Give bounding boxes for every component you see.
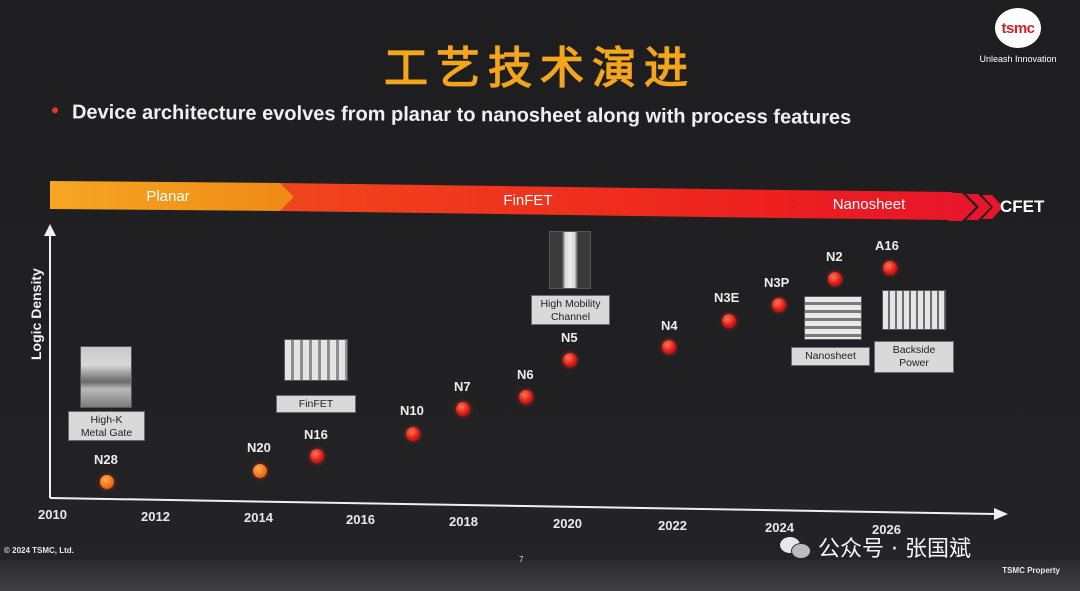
tsmc-logo: tsmc Unleash Innovation [970, 8, 1066, 70]
property-text: TSMC Property [1002, 566, 1060, 575]
nanosheet-image [804, 296, 862, 340]
node-label-n5: N5 [561, 330, 578, 345]
node-dot-n10 [406, 427, 420, 441]
feature-high-k-metal-gate: High-K Metal Gate [68, 411, 145, 441]
year-tick-2020: 2020 [553, 516, 582, 531]
bottom-strip [0, 560, 1080, 591]
node-label-n4: N4 [661, 318, 678, 333]
slide-title: 工艺技术演进 [384, 43, 696, 94]
year-tick-2024: 2024 [765, 520, 794, 535]
node-dot-n28 [100, 475, 114, 489]
feature-high-mobility-channel: High Mobility Channel [531, 295, 610, 325]
node-label-n10: N10 [400, 403, 424, 418]
chevron-3 [982, 195, 1003, 219]
chevron-2 [966, 194, 991, 220]
feature-nanosheet: Nanosheet [791, 347, 870, 366]
year-tick-2010: 2010 [38, 507, 67, 522]
node-label-n3p: N3P [764, 275, 790, 290]
year-tick-2022: 2022 [658, 518, 687, 533]
feature-line: Channel [550, 311, 591, 323]
feature-line: High Mobility [540, 298, 601, 310]
finfet-label: FinFET [503, 192, 553, 209]
finfet-arrow [280, 183, 797, 218]
x-axis [49, 497, 997, 515]
node-dot-n4 [662, 340, 676, 354]
node-label-n2: N2 [826, 249, 843, 264]
chevron-1 [948, 193, 976, 221]
feature-line: High-K [90, 414, 123, 426]
x-axis-arrow [994, 508, 1008, 520]
y-axis-arrow [44, 224, 56, 236]
wechat-icon [780, 535, 811, 559]
node-label-n28: N28 [94, 452, 118, 467]
year-tick-2012: 2012 [141, 509, 170, 524]
node-dot-n3e [722, 314, 736, 328]
node-label-a16: A16 [875, 238, 899, 253]
logo-badge: tsmc [995, 8, 1041, 48]
logo-tagline: Unleash Innovation [979, 54, 1057, 64]
node-dot-n2 [828, 272, 842, 286]
high-mobility-channel-image [549, 231, 591, 289]
wechat-watermark: 公众号 · 张国斌 [780, 530, 971, 564]
nanosheet-arrow [783, 190, 966, 220]
logo-text: tsmc [1001, 20, 1035, 37]
node-dot-n16 [310, 449, 324, 463]
feature-backside-power: Backside Power [874, 341, 954, 373]
feature-line: Metal Gate [80, 427, 133, 439]
backside-power-image [882, 290, 946, 330]
copyright-text: © 2024 TSMC, Ltd. [4, 546, 74, 555]
node-dot-n7 [456, 402, 470, 416]
node-dot-a16 [883, 261, 897, 275]
year-tick-2014: 2014 [244, 510, 273, 525]
feature-finfet: FinFET [276, 395, 356, 413]
node-label-n7: N7 [454, 379, 471, 394]
node-label-n6: N6 [517, 367, 534, 382]
feature-line: Backside [892, 344, 936, 356]
page-number: 7 [519, 555, 524, 564]
node-label-n3e: N3E [714, 290, 740, 305]
high-k-metal-gate-image [80, 346, 132, 408]
nanosheet-label: Nanosheet [832, 196, 906, 213]
node-dot-n6 [519, 390, 533, 404]
cfet-label: CFET [1000, 197, 1045, 216]
year-tick-2018: 2018 [449, 514, 478, 529]
node-dot-n5 [563, 353, 577, 367]
node-label-n20: N20 [247, 440, 271, 455]
y-axis-label: Logic Density [28, 268, 44, 360]
node-dot-n3p [772, 298, 786, 312]
year-tick-2026: 2026 [872, 522, 901, 537]
planar-arrow [50, 181, 294, 211]
year-tick-2016: 2016 [346, 512, 375, 527]
node-label-n16: N16 [304, 427, 328, 442]
planar-label: Planar [146, 188, 190, 205]
feature-line: Power [899, 357, 929, 369]
watermark-text: 公众号 · 张国斌 [818, 537, 971, 562]
finfet-image [284, 339, 348, 381]
node-dot-n20 [253, 464, 267, 478]
